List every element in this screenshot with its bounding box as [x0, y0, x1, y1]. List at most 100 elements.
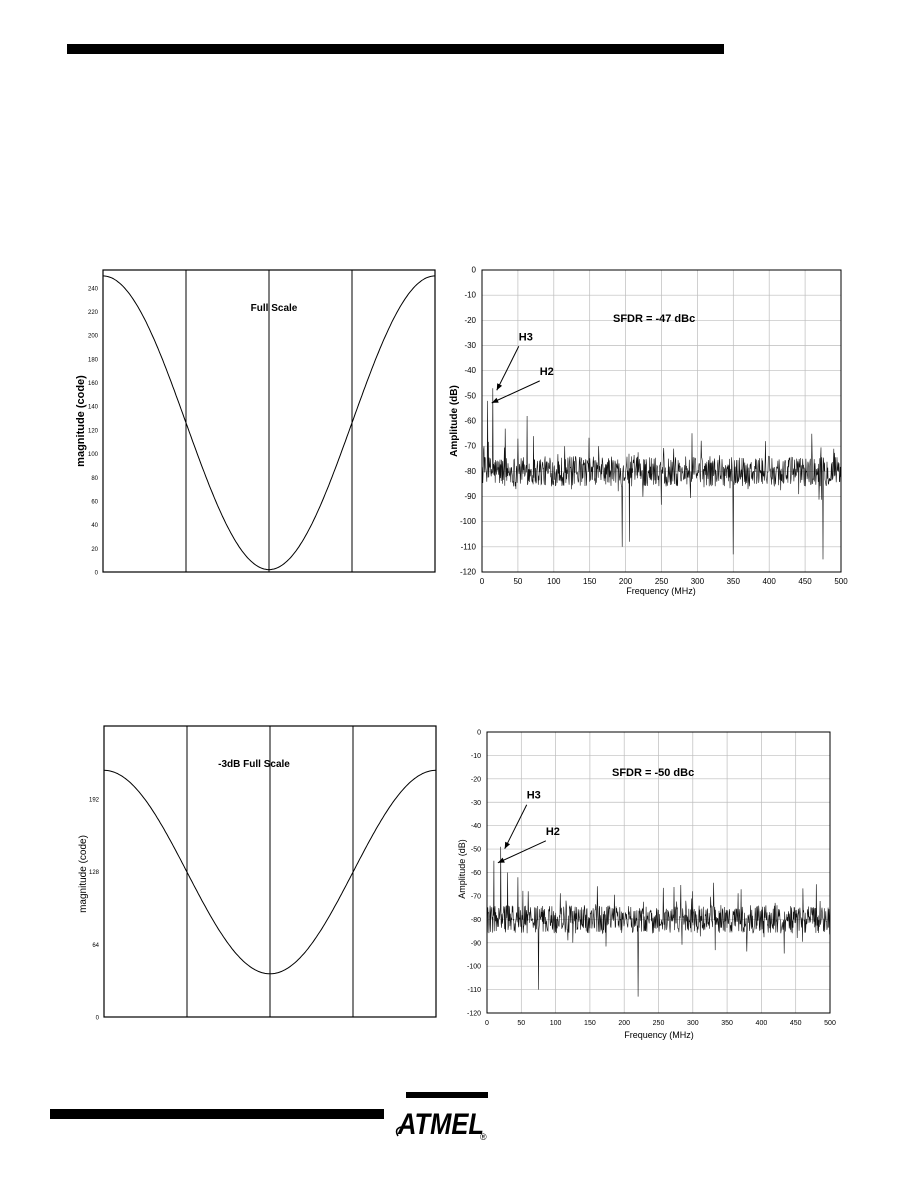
y-tick-label: -40	[471, 823, 481, 830]
y-tick-label: 0	[477, 730, 481, 737]
harmonic-label: H2	[546, 826, 560, 838]
y-tick-label: 128	[89, 870, 100, 876]
y-axis-label: magnitude (code)	[75, 375, 87, 467]
y-tick-label: 0	[472, 266, 477, 275]
y-tick-label: -90	[471, 940, 481, 947]
harmonic-label: H2	[540, 366, 554, 378]
minus3db-spectrum-chart: Amplitude (dB) Frequency (MHz) 0 -10 -20 -3…	[457, 730, 836, 1041]
y-tick-label: -70	[464, 442, 476, 451]
x-tick-label: 100	[547, 577, 561, 586]
sfdr-annotation: SFDR = -50 dBc	[612, 767, 694, 779]
harmonic-arrow	[504, 804, 528, 849]
y-tick-label: 192	[89, 797, 100, 803]
y-tick-label: -50	[471, 847, 481, 854]
y-tick-label: -100	[467, 964, 481, 971]
spectrum-trace	[486, 846, 831, 997]
y-tick-label: -100	[460, 517, 477, 526]
x-tick-label: 350	[727, 577, 741, 586]
y-tick-label: 0	[95, 571, 99, 577]
y-tick-label: -120	[467, 1011, 481, 1018]
y-tick-label: -60	[464, 417, 476, 426]
y-axis-label: magnitude (code)	[78, 835, 89, 913]
y-tick-label: 20	[91, 547, 98, 553]
y-tick-label: 64	[92, 943, 99, 949]
x-tick-label: 50	[517, 1020, 525, 1027]
x-tick-label: 300	[691, 577, 705, 586]
x-tick-label: 0	[485, 1020, 489, 1027]
y-tick-label: -30	[471, 800, 481, 807]
minus3db-waveform-chart: magnitude (code) -3dB Full Scale 0 64 128 1…	[78, 725, 437, 1022]
x-tick-label: 300	[687, 1020, 699, 1027]
x-tick-label: 50	[513, 577, 522, 586]
y-tick-label: 120	[88, 428, 99, 434]
harmonic-arrowhead	[491, 397, 499, 403]
footer-rule	[50, 1109, 384, 1119]
x-tick-label: 500	[824, 1020, 836, 1027]
x-tick-label: 200	[618, 1020, 630, 1027]
full-scale-spectrum-chart: Amplitude (dB) Frequency (MHz) 0 -10 -20 -3…	[449, 266, 848, 597]
chart-title: -3dB Full Scale	[218, 759, 290, 770]
y-tick-label: -60	[471, 870, 481, 877]
y-tick-label: -50	[464, 391, 476, 400]
plot-frame	[486, 731, 831, 1014]
y-axis-label: Amplitude (dB)	[457, 839, 467, 899]
y-tick-label: 60	[91, 499, 98, 505]
y-tick-label: 160	[88, 381, 99, 387]
x-tick-label: 200	[619, 577, 633, 586]
harmonic-arrow	[497, 840, 547, 864]
harmonic-label: H3	[527, 790, 541, 802]
y-axis-label: Amplitude (dB)	[449, 385, 460, 457]
logo-bar	[406, 1092, 488, 1098]
y-tick-label: 0	[96, 1016, 100, 1022]
harmonic-arrowhead	[496, 383, 503, 391]
x-tick-label: 400	[763, 577, 777, 586]
harmonic-arrowhead	[497, 857, 505, 863]
harmonic-arrowhead	[504, 841, 511, 849]
spectrum-trace	[481, 388, 842, 560]
x-tick-label: 450	[790, 1020, 802, 1027]
waveform-curve	[102, 275, 436, 571]
y-tick-label: -80	[471, 917, 481, 924]
harmonic-arrow	[496, 346, 520, 391]
y-tick-label: 140	[88, 405, 99, 411]
logo-swoosh	[395, 1126, 402, 1137]
x-tick-label: 150	[583, 577, 597, 586]
y-tick-label: -110	[468, 987, 482, 994]
harmonic-label: H3	[519, 331, 533, 343]
x-tick-label: 500	[834, 577, 848, 586]
logo-wordmark: ATMEL	[397, 1108, 484, 1141]
x-tick-label: 100	[550, 1020, 562, 1027]
waveform-curve	[103, 769, 437, 975]
y-tick-label: -120	[460, 568, 477, 577]
full-scale-waveform-chart: magnitude (code) Full Scale 0 20 40 60 80 100…	[75, 269, 436, 577]
sfdr-annotation: SFDR = -47 dBc	[613, 313, 695, 325]
x-tick-label: 450	[798, 577, 812, 586]
plot-frame	[481, 269, 842, 573]
header-rule	[67, 44, 724, 54]
y-tick-label: -20	[471, 776, 481, 783]
y-tick-label: 100	[88, 452, 99, 458]
y-tick-label: 40	[91, 523, 98, 529]
registered-mark: ®	[480, 1132, 487, 1141]
y-tick-label: -110	[461, 542, 477, 551]
y-tick-label: -20	[464, 316, 476, 325]
chart-title: Full Scale	[251, 303, 298, 314]
y-tick-label: -30	[464, 341, 476, 350]
y-tick-label: -70	[471, 893, 481, 900]
y-tick-label: 200	[88, 334, 99, 340]
atmel-logo: ATMEL ®	[395, 1092, 488, 1141]
x-tick-label: 150	[584, 1020, 596, 1027]
y-tick-label: 180	[88, 357, 99, 363]
y-tick-label: -90	[464, 492, 476, 501]
y-tick-label: -40	[464, 366, 476, 375]
y-tick-label: 220	[88, 310, 99, 316]
y-tick-label: -10	[471, 753, 481, 760]
x-tick-label: 400	[756, 1020, 768, 1027]
y-tick-label: 80	[91, 476, 98, 482]
y-tick-label: -80	[464, 467, 476, 476]
x-axis-label: Frequency (MHz)	[626, 586, 696, 596]
x-tick-label: 250	[655, 577, 669, 586]
y-tick-label: -10	[464, 291, 476, 300]
y-tick-label: 240	[88, 286, 99, 292]
harmonic-arrow	[491, 380, 540, 404]
